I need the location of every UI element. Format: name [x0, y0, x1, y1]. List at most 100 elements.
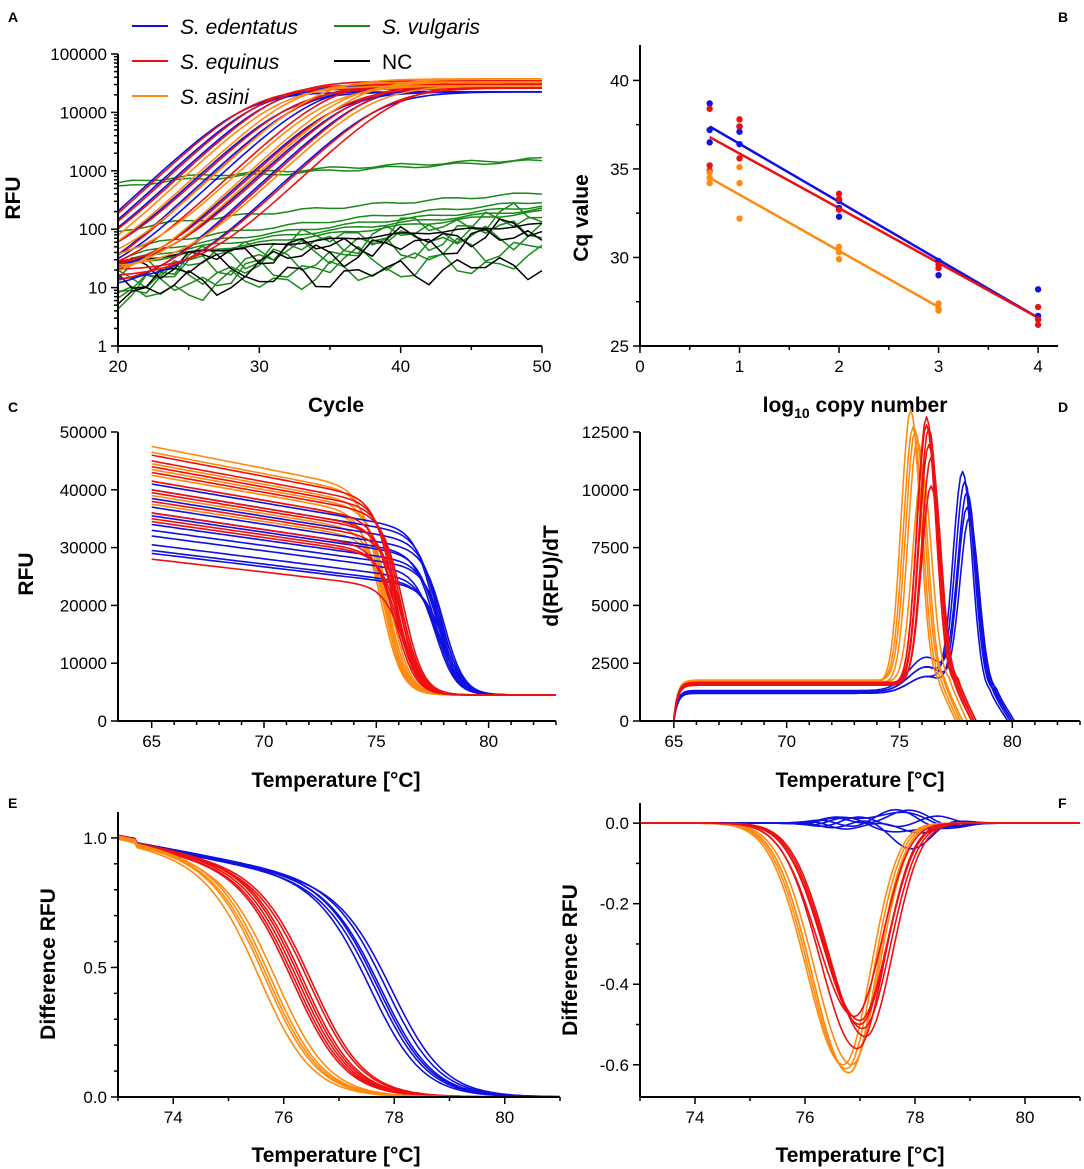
y-tick-label: 10000 — [582, 481, 629, 500]
panel-a-axes: 20 30 40 50 1 10 100 1000 10000 100000 — [50, 45, 551, 376]
x-tick-label: 80 — [1003, 732, 1022, 751]
data-point-equinus — [835, 190, 843, 197]
data-point-asini — [736, 179, 743, 187]
series-line-equinus — [640, 822, 1080, 1026]
data-point-asini — [835, 243, 843, 251]
x-tick-label: 50 — [533, 357, 552, 376]
series-line-asini — [640, 822, 1080, 1074]
series-line-vulgaris — [118, 201, 543, 255]
series-line-asini — [151, 468, 556, 696]
panel-f-x-title: Temperature [°C] — [775, 1144, 944, 1167]
y-tick-label: 5000 — [591, 596, 629, 615]
legend-label-vulgaris: S. vulgaris — [382, 16, 481, 39]
panel-d-melt-peak: 65 70 75 80 0 2500 5000 7500 10000 12500 Temperat… — [540, 409, 1081, 792]
series-line-edentatus — [151, 549, 556, 696]
data-point-edentatus — [706, 139, 713, 146]
series-line-equinus — [673, 416, 1080, 722]
series-line-equinus — [640, 822, 1080, 1050]
panel-d-x-title: Temperature [°C] — [775, 769, 944, 792]
data-point-edentatus — [706, 100, 713, 107]
y-tick-label: 1000 — [69, 162, 107, 181]
series-line-equinus — [117, 837, 560, 1098]
data-point-edentatus — [935, 271, 942, 279]
x-tick-label: 75 — [367, 732, 386, 751]
y-tick-label: 30000 — [60, 539, 107, 558]
y-tick-label: 0.0 — [83, 1088, 107, 1107]
y-tick-label: 0 — [98, 712, 107, 731]
data-point-equinus — [736, 155, 743, 162]
panel-a-y-title: RFU — [2, 176, 25, 219]
series-line-asini — [673, 426, 1080, 722]
y-tick-label: -0.2 — [600, 895, 629, 914]
x-tick-label: 65 — [664, 732, 683, 751]
panel-c-axes: 65 70 75 80 0 10000 20000 30000 40000 50000 — [60, 423, 557, 751]
y-tick-label: 50000 — [60, 423, 107, 442]
series-line-asini — [151, 451, 556, 696]
series-line-asini — [673, 409, 1080, 722]
series-line-edentatus — [673, 490, 1080, 722]
panel-letter-d: D — [1058, 399, 1068, 415]
y-tick-label: 30 — [610, 248, 629, 267]
series-line-edentatus — [151, 529, 556, 696]
y-tick-label: 0.5 — [83, 958, 107, 977]
series-line-equinus — [117, 837, 560, 1098]
panel-e-curves — [117, 834, 561, 1098]
series-line-asini — [117, 835, 560, 1098]
series-line-edentatus — [151, 506, 556, 696]
panel-a-x-title: Cycle — [308, 394, 364, 417]
x-tick-label: 75 — [890, 732, 909, 751]
series-line-asini — [640, 822, 1080, 1070]
series-line-equinus — [117, 836, 560, 1098]
panel-d-curves — [673, 409, 1080, 722]
series-line-asini — [117, 838, 560, 1098]
data-point-asini — [706, 179, 713, 187]
x-tick-label: 74 — [686, 1108, 705, 1127]
data-point-equinus — [1034, 316, 1042, 323]
panel-c-curves — [151, 445, 556, 696]
panel-b-axes: 0 1 2 3 4 25 30 35 40 — [610, 45, 1058, 376]
panel-letter-e: E — [8, 795, 17, 811]
series-line-nc — [118, 256, 543, 305]
panel-letter-f: F — [1058, 795, 1067, 811]
series-line-asini — [117, 836, 560, 1098]
x-tick-label: 65 — [142, 732, 161, 751]
data-point-equinus — [706, 105, 713, 112]
x-tick-label: 70 — [777, 732, 796, 751]
x-tick-label: 30 — [250, 357, 269, 376]
y-tick-label: 2500 — [591, 654, 629, 673]
x-tick-label: 78 — [906, 1108, 925, 1127]
series-line-equinus — [640, 822, 1080, 1018]
panel-b-x-title-sub: 10 — [794, 405, 810, 421]
panel-b-x-title: log10 copy number — [763, 394, 948, 421]
y-tick-label: 35 — [610, 160, 629, 179]
series-line-equinus — [151, 520, 556, 696]
panel-f-difference-plot: 74 76 78 80 -0.6 -0.4 -0.2 0.0 Temperature [°C]… — [559, 803, 1081, 1167]
data-point-edentatus — [706, 126, 713, 134]
series-line-edentatus — [117, 835, 561, 1098]
y-tick-label: 7500 — [591, 539, 629, 558]
panel-b-y-title: Cq value — [570, 174, 593, 262]
series-line-vulgaris — [118, 207, 543, 266]
y-tick-label: 10000 — [60, 654, 107, 673]
data-point-edentatus — [1034, 286, 1042, 293]
y-tick-label: -0.6 — [600, 1056, 629, 1075]
y-tick-label: 0.0 — [605, 814, 629, 833]
series-line-equinus — [640, 822, 1080, 1038]
y-tick-label: 10 — [88, 279, 107, 298]
y-tick-label: 1 — [98, 337, 107, 356]
panel-e-y-title: Difference RFU — [37, 888, 60, 1040]
data-point-equinus — [835, 195, 843, 203]
data-point-asini — [835, 256, 843, 263]
fit-line-edentatus — [709, 125, 1039, 319]
series-line-nc — [118, 218, 543, 280]
series-line-equinus — [151, 558, 556, 696]
series-line-edentatus — [673, 516, 1080, 722]
series-line-equinus — [640, 822, 1080, 1030]
panel-letter-a: A — [8, 9, 18, 25]
x-tick-label: 1 — [735, 357, 744, 376]
series-line-asini — [673, 439, 1080, 722]
series-line-edentatus — [151, 543, 556, 696]
y-tick-label: 0 — [620, 712, 629, 731]
